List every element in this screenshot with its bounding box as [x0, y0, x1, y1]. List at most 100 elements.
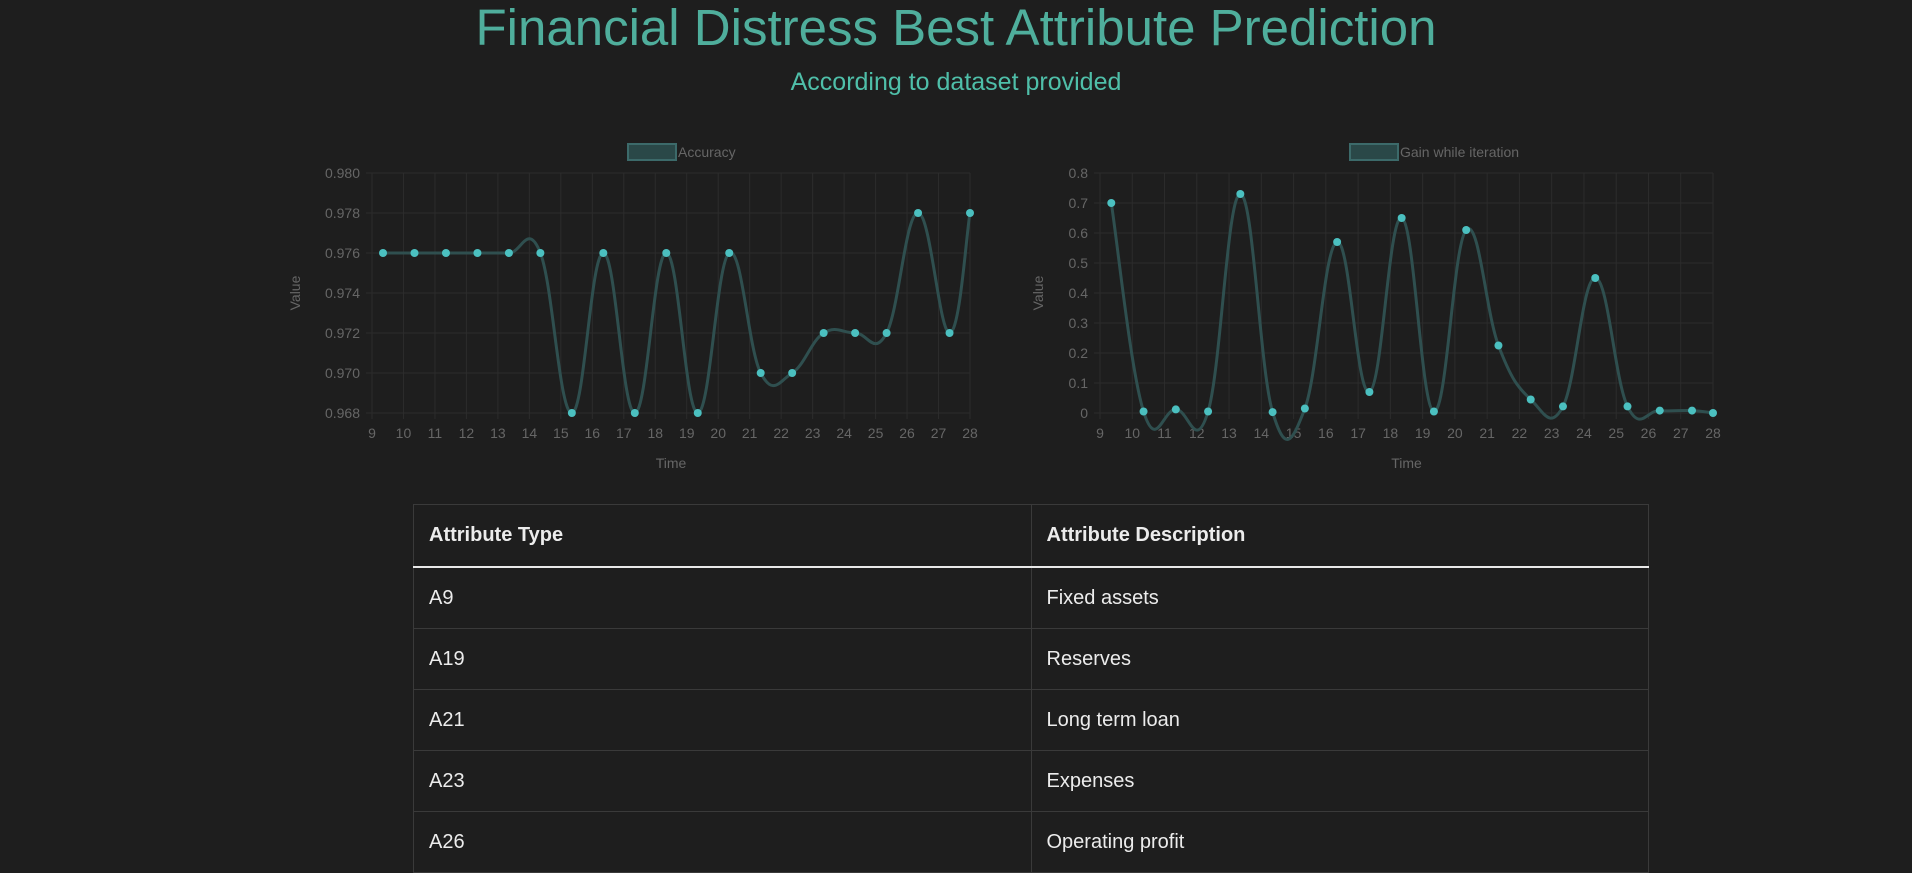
x-tick-label: 17 — [616, 425, 632, 441]
x-tick-label: 14 — [522, 425, 538, 441]
data-point — [1268, 408, 1277, 417]
x-tick-label: 28 — [1705, 425, 1721, 441]
cell-attribute-description: Expenses — [1030, 750, 1649, 812]
data-point — [410, 249, 419, 257]
data-point — [441, 249, 450, 257]
x-tick-label: 11 — [1157, 425, 1172, 441]
cell-attribute-description: Operating profit — [1030, 811, 1649, 873]
page-subtitle: According to dataset provided — [790, 68, 1122, 96]
x-tick-label: 13 — [1221, 425, 1237, 441]
y-tick-label: 0.970 — [325, 365, 360, 381]
x-tick-label: 22 — [1512, 425, 1528, 441]
data-point — [966, 209, 974, 217]
data-point — [756, 369, 765, 377]
x-tick-label: 9 — [1096, 425, 1104, 441]
x-tick-label: 15 — [553, 425, 569, 441]
data-point — [1204, 407, 1213, 416]
table-row: A19 Reserves — [413, 628, 1649, 690]
cell-attribute-type: A23 — [413, 750, 1032, 812]
x-tick-label: 27 — [1673, 425, 1689, 441]
data-point — [1709, 409, 1717, 417]
data-point — [882, 329, 891, 337]
y-tick-label: 0.972 — [325, 325, 360, 341]
x-tick-label: 18 — [1383, 425, 1399, 441]
x-tick-label: 23 — [805, 425, 821, 441]
data-point — [1623, 402, 1632, 411]
data-point — [1591, 274, 1600, 282]
data-point — [473, 249, 482, 257]
y-tick-label: 0.1 — [1069, 375, 1089, 391]
y-tick-label: 0.978 — [325, 205, 360, 221]
x-tick-label: 13 — [490, 425, 506, 441]
x-tick-label: 18 — [647, 425, 663, 441]
y-tick-label: 0.968 — [325, 405, 360, 421]
data-point — [1429, 407, 1438, 416]
x-tick-label: 27 — [931, 425, 947, 441]
x-tick-label: 21 — [742, 425, 758, 441]
y-tick-label: 0.2 — [1069, 345, 1089, 361]
x-tick-label: 23 — [1544, 425, 1560, 441]
x-tick-label: 25 — [1608, 425, 1624, 441]
data-point — [599, 249, 608, 257]
x-tick-label: 25 — [868, 425, 884, 441]
y-tick-label: 0.7 — [1069, 195, 1089, 211]
data-point — [1688, 406, 1697, 415]
x-tick-label: 14 — [1254, 425, 1270, 441]
y-tick-label: 0.976 — [325, 245, 360, 261]
page-title: Financial Distress Best Attribute Predic… — [475, 0, 1437, 56]
x-tick-label: 20 — [1447, 425, 1463, 441]
cell-attribute-type: A19 — [413, 628, 1032, 690]
x-tick-label: 24 — [836, 425, 852, 441]
x-tick-label: 9 — [368, 425, 376, 441]
data-point — [379, 249, 388, 257]
x-tick-label: 11 — [428, 425, 443, 441]
data-point — [1333, 238, 1342, 246]
attribute-table-container: Attribute Type Attribute Description A9 … — [413, 504, 1649, 873]
charts-canvas: 9 10 11 12 13 14 15 16 17 18 19 20 21 22 23 24 25 26 27 28 0… — [287, 143, 1721, 471]
data-point — [693, 409, 702, 417]
data-point — [1300, 404, 1309, 413]
y-tick-label: 0.974 — [325, 285, 360, 301]
data-point — [945, 329, 954, 337]
y-tick-label: 0.8 — [1069, 165, 1089, 181]
data-point — [1462, 226, 1471, 234]
data-point — [1107, 199, 1116, 207]
x-tick-label: 21 — [1479, 425, 1495, 441]
x-tick-label: 24 — [1576, 425, 1592, 441]
x-tick-label: 22 — [773, 425, 789, 441]
data-point — [536, 249, 545, 257]
x-tick-label: 16 — [585, 425, 601, 441]
data-point — [1139, 407, 1148, 416]
table-header-row: Attribute Type Attribute Description — [413, 504, 1649, 568]
y-axis-title: Value — [287, 275, 303, 310]
data-point — [1655, 406, 1664, 415]
series-line — [1109, 192, 1714, 441]
y-tick-label: 0.3 — [1069, 315, 1089, 331]
data-point — [1365, 388, 1374, 396]
x-tick-label: 26 — [1641, 425, 1657, 441]
data-point — [1236, 190, 1245, 198]
x-tick-label: 26 — [899, 425, 915, 441]
y-tick-label: 0.980 — [325, 165, 360, 181]
legend-label: Gain while iteration — [1400, 144, 1519, 160]
x-axis-title: Time — [656, 455, 687, 471]
x-tick-label: 17 — [1350, 425, 1366, 441]
data-point — [662, 249, 671, 257]
attribute-table: Attribute Type Attribute Description A9 … — [413, 504, 1649, 873]
data-point — [725, 249, 734, 257]
x-axis-title: Time — [1391, 455, 1422, 471]
table-row: A21 Long term loan — [413, 689, 1649, 751]
x-tick-label: 19 — [1415, 425, 1431, 441]
table-row: A26 Operating profit — [413, 811, 1649, 873]
y-tick-label: 0.5 — [1069, 255, 1089, 271]
legend-label: Accuracy — [678, 144, 736, 160]
legend-swatch — [1349, 143, 1399, 161]
x-tick-label: 19 — [679, 425, 695, 441]
x-tick-label: 10 — [1124, 425, 1140, 441]
data-point — [851, 329, 860, 337]
data-point — [504, 249, 513, 257]
table-row: A23 Expenses — [413, 750, 1649, 812]
x-tick-label: 28 — [962, 425, 978, 441]
data-point — [1526, 395, 1535, 404]
data-point — [788, 369, 797, 377]
